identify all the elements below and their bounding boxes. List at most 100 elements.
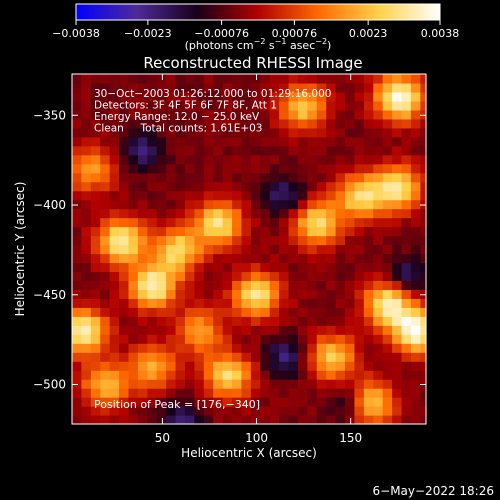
heatmap-cell	[373, 289, 384, 299]
heatmap-cell	[420, 379, 427, 389]
heatmap-cell	[184, 316, 195, 326]
heatmap-cell	[392, 379, 403, 389]
heatmap-cell	[345, 316, 356, 326]
heatmap-cell	[316, 127, 327, 138]
annotation-line: Clean Total counts: 1.61E+03	[94, 123, 263, 135]
heatmap-cell	[260, 370, 271, 380]
heatmap-cell	[81, 298, 92, 308]
heatmap-cell	[392, 307, 403, 317]
heatmap-cell	[363, 82, 374, 93]
heatmap-cell	[260, 100, 271, 111]
heatmap-cell	[119, 208, 130, 219]
heatmap-cell	[326, 145, 337, 156]
heatmap-cell	[326, 379, 337, 389]
heatmap-cell	[184, 145, 195, 156]
heatmap-cell	[420, 406, 427, 416]
heatmap-cell	[137, 379, 148, 389]
heatmap-cell	[90, 397, 101, 407]
heatmap-cell	[269, 217, 280, 228]
heatmap-cell	[297, 190, 308, 201]
heatmap-cell	[354, 235, 365, 246]
heatmap-cell	[410, 253, 421, 264]
heatmap-cell	[194, 74, 205, 84]
heatmap-cell	[345, 190, 356, 201]
heatmap-cell	[119, 74, 130, 84]
axis-ticks: 50 100 150−350−400−450−500	[33, 74, 426, 445]
heatmap-cell	[260, 271, 271, 282]
heatmap-cell	[269, 244, 280, 255]
heatmap-cell	[175, 352, 186, 362]
heatmap-cell	[250, 379, 261, 389]
heatmap-cell	[307, 91, 318, 102]
heatmap-cell	[279, 154, 290, 165]
heatmap-cell	[297, 74, 308, 84]
heatmap-cell	[297, 370, 308, 380]
heatmap-cell	[137, 397, 148, 407]
heatmap-cell	[232, 208, 243, 219]
heatmap-cell	[363, 109, 374, 120]
heatmap-cell	[288, 406, 299, 416]
heatmap-cell	[194, 190, 205, 201]
heatmap-cell	[382, 199, 393, 210]
heatmap-cell	[81, 397, 92, 407]
heatmap-cell	[222, 199, 233, 210]
heatmap-cell	[175, 127, 186, 138]
heatmap-cell	[184, 91, 195, 102]
heatmap-cell	[345, 235, 356, 246]
heatmap-cell	[203, 334, 214, 344]
heatmap-cell	[213, 325, 224, 335]
heatmap-cell	[410, 325, 421, 335]
heatmap-cell	[288, 343, 299, 353]
heatmap-cell	[420, 136, 427, 147]
heatmap-cell	[241, 181, 252, 192]
heatmap-cell	[345, 307, 356, 317]
heatmap-cell	[147, 415, 158, 425]
heatmap-cell	[166, 307, 177, 317]
heatmap-cell	[90, 217, 101, 228]
heatmap-cell	[392, 325, 403, 335]
heatmap-cell	[232, 370, 243, 380]
heatmap-cell	[288, 74, 299, 84]
heatmap-cell	[203, 100, 214, 111]
heatmap-cell	[382, 74, 393, 84]
heatmap-cell	[90, 163, 101, 174]
heatmap-cell	[241, 172, 252, 183]
heatmap-cell	[213, 262, 224, 273]
heatmap-cell	[147, 74, 158, 84]
heatmap-cell	[392, 127, 403, 138]
heatmap-cell	[184, 289, 195, 299]
heatmap-cell	[213, 109, 224, 120]
heatmap-cell	[326, 235, 337, 246]
heatmap-cell	[72, 82, 83, 93]
heatmap-cell	[373, 262, 384, 273]
heatmap-cell	[213, 118, 224, 129]
heatmap-cell	[175, 74, 186, 84]
heatmap-cell	[345, 82, 356, 93]
heatmap-cell	[335, 397, 346, 407]
heatmap-cell	[241, 109, 252, 120]
heatmap-cell	[147, 82, 158, 93]
heatmap-cell	[175, 226, 186, 237]
heatmap-cell	[401, 343, 412, 353]
heatmap-cell	[222, 235, 233, 246]
heatmap-cell	[307, 271, 318, 282]
heatmap-cell	[288, 127, 299, 138]
heatmap-cell	[222, 415, 233, 425]
heatmap-cell	[137, 226, 148, 237]
heatmap-cell	[109, 343, 120, 353]
heatmap-cell	[128, 91, 139, 102]
heatmap-cell	[213, 289, 224, 299]
heatmap-cell	[213, 74, 224, 84]
heatmap-cell	[410, 190, 421, 201]
heatmap-cell	[401, 208, 412, 219]
heatmap-cell	[363, 325, 374, 335]
heatmap-cell	[250, 298, 261, 308]
heatmap-cell	[335, 163, 346, 174]
heatmap-cell	[335, 352, 346, 362]
heatmap-cell	[119, 397, 130, 407]
heatmap-cell	[401, 379, 412, 389]
heatmap-cell	[203, 271, 214, 282]
heatmap-cell	[250, 118, 261, 129]
heatmap-cell	[232, 74, 243, 84]
heatmap-cell	[288, 109, 299, 120]
